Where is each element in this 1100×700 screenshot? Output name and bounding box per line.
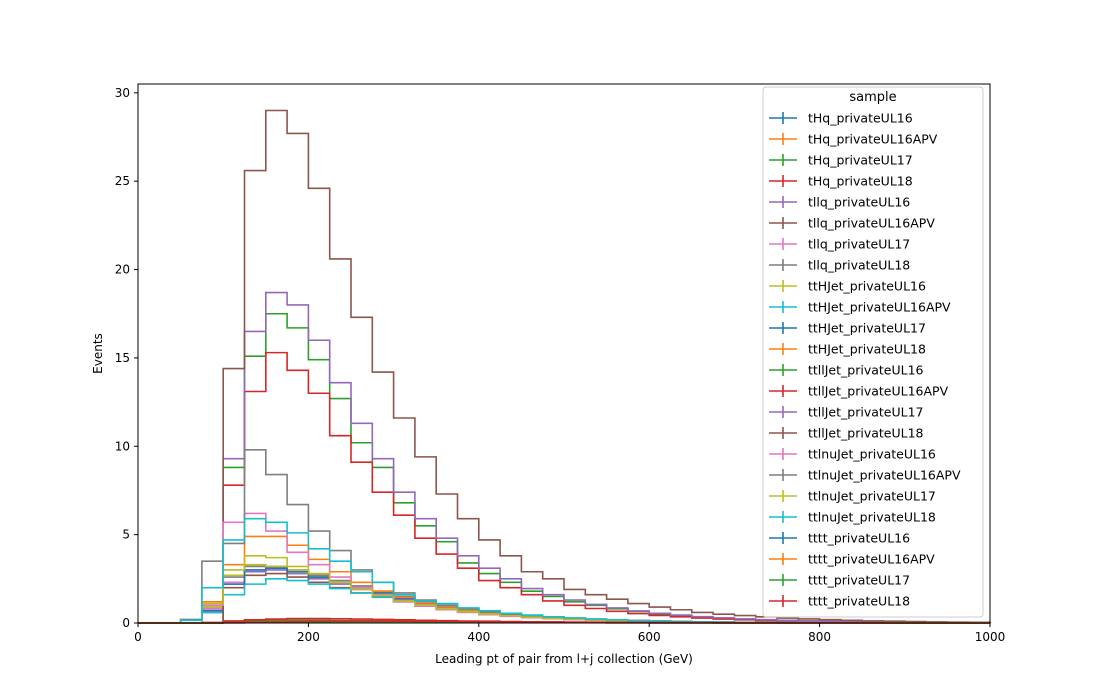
x-axis-ticks: 0 200 400 600 800 1000	[134, 623, 1005, 644]
legend-label-3: tHq_privateUL18	[808, 174, 913, 189]
legend-item-5: tllq_privateUL16APV	[769, 216, 935, 231]
legend-label-0: tHq_privateUL16	[808, 111, 913, 126]
legend-item-6: tllq_privateUL17	[769, 237, 910, 252]
legend-item-3: tHq_privateUL18	[769, 174, 913, 189]
x-tick-label-4: 800	[808, 630, 831, 644]
legend-item-11: ttHJet_privateUL18	[769, 342, 926, 357]
legend-label-15: ttllJet_privateUL18	[808, 426, 924, 441]
legend-label-1: tHq_privateUL16APV	[808, 132, 938, 147]
legend-label-4: tllq_privateUL16	[808, 195, 910, 210]
y-tick-label-2: 10	[115, 439, 130, 453]
legend-label-8: ttHJet_privateUL16	[808, 279, 926, 294]
legend-label-6: tllq_privateUL17	[808, 237, 910, 252]
x-tick-label-1: 200	[297, 630, 320, 644]
legend-item-13: ttllJet_privateUL16APV	[769, 384, 949, 399]
legend-label-22: tttt_privateUL17	[808, 573, 910, 588]
legend-item-20: tttt_privateUL16	[769, 531, 910, 546]
legend-label-5: tllq_privateUL16APV	[808, 216, 935, 231]
legend-item-10: ttHJet_privateUL17	[769, 321, 926, 336]
legend-label-18: ttlnuJet_privateUL17	[808, 489, 936, 504]
legend-label-10: ttHJet_privateUL17	[808, 321, 926, 336]
legend-item-21: tttt_privateUL16APV	[769, 552, 935, 567]
legend-label-23: tttt_privateUL18	[808, 594, 910, 609]
legend-items: tHq_privateUL16 tHq_privateUL16APV tHq_pri…	[769, 111, 961, 609]
x-axis-label: Leading pt of pair from l+j collection (…	[435, 652, 693, 666]
legend-title: sample	[849, 90, 896, 105]
legend-item-1: tHq_privateUL16APV	[769, 132, 938, 147]
legend-item-12: ttllJet_privateUL16	[769, 363, 924, 378]
legend-label-7: tllq_privateUL18	[808, 258, 910, 273]
y-tick-label-6: 30	[115, 86, 130, 100]
legend-item-16: ttlnuJet_privateUL16	[769, 447, 936, 462]
legend: sample tHq_privateUL16 tHq_privateUL16APV…	[762, 86, 984, 618]
y-tick-label-4: 20	[115, 263, 130, 277]
legend-item-15: ttllJet_privateUL18	[769, 426, 924, 441]
series-line-14	[138, 291, 991, 624]
legend-label-13: ttllJet_privateUL16APV	[808, 384, 949, 399]
legend-item-4: tllq_privateUL16	[769, 195, 910, 210]
legend-item-7: tllq_privateUL18	[769, 258, 910, 273]
legend-label-2: tHq_privateUL17	[808, 153, 913, 168]
x-tick-label-5: 1000	[975, 630, 1006, 644]
y-tick-label-0: 0	[122, 616, 130, 630]
legend-item-8: ttHJet_privateUL16	[769, 279, 926, 294]
legend-label-12: ttllJet_privateUL16	[808, 363, 924, 378]
y-tick-label-5: 25	[115, 174, 130, 188]
y-axis-ticks: 0 5 10 15 20 25 30	[115, 86, 138, 630]
plot-frame	[137, 83, 991, 624]
legend-label-14: ttllJet_privateUL17	[808, 405, 924, 420]
x-tick-label-0: 0	[134, 630, 142, 644]
series-line-15	[138, 109, 991, 624]
legend-item-14: ttllJet_privateUL17	[769, 405, 924, 420]
x-tick-label-2: 400	[467, 630, 490, 644]
x-tick-label-3: 600	[638, 630, 661, 644]
y-axis-label: Events	[91, 333, 105, 374]
legend-item-23: tttt_privateUL18	[769, 594, 910, 609]
legend-label-20: tttt_privateUL16	[808, 531, 910, 546]
legend-item-9: ttHJet_privateUL16APV	[769, 300, 951, 315]
legend-label-17: ttlnuJet_privateUL16APV	[808, 468, 961, 483]
legend-item-18: ttlnuJet_privateUL17	[769, 489, 936, 504]
y-tick-label-1: 5	[122, 528, 130, 542]
legend-label-21: tttt_privateUL16APV	[808, 552, 935, 567]
legend-box	[762, 86, 984, 618]
legend-item-2: tHq_privateUL17	[769, 153, 913, 168]
legend-item-19: ttlnuJet_privateUL18	[769, 510, 936, 525]
legend-item-22: tttt_privateUL17	[769, 573, 910, 588]
legend-item-17: ttlnuJet_privateUL16APV	[769, 468, 961, 483]
legend-item-0: tHq_privateUL16	[769, 111, 913, 126]
legend-label-9: ttHJet_privateUL16APV	[808, 300, 951, 315]
legend-label-11: ttHJet_privateUL18	[808, 342, 926, 357]
legend-label-19: ttlnuJet_privateUL18	[808, 510, 936, 525]
y-tick-label-3: 15	[115, 351, 130, 365]
legend-label-16: ttlnuJet_privateUL16	[808, 447, 936, 462]
